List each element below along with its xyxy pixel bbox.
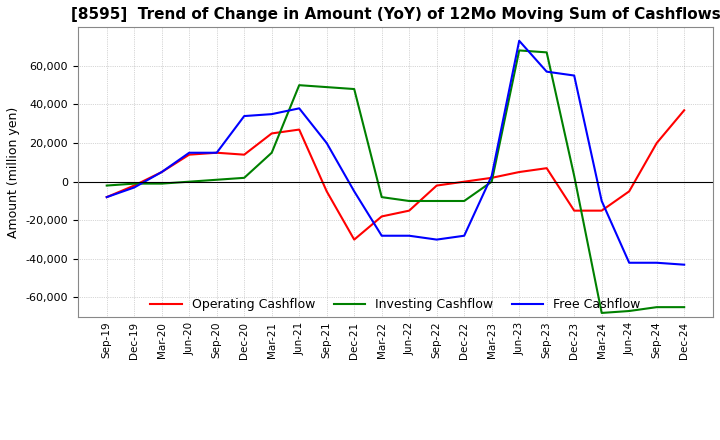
Free Cashflow [515, 38, 523, 44]
Operating Cashflow [460, 179, 469, 184]
Investing Cashflow [542, 50, 551, 55]
Operating Cashflow [130, 183, 138, 188]
Operating Cashflow [487, 175, 496, 180]
Operating Cashflow [652, 140, 661, 146]
Operating Cashflow [350, 237, 359, 242]
Investing Cashflow [240, 175, 248, 180]
Investing Cashflow [515, 48, 523, 53]
Free Cashflow [267, 111, 276, 117]
Free Cashflow [542, 69, 551, 74]
Investing Cashflow [460, 198, 469, 204]
Operating Cashflow [240, 152, 248, 158]
Free Cashflow [460, 233, 469, 238]
Free Cashflow [323, 140, 331, 146]
Operating Cashflow [542, 165, 551, 171]
Operating Cashflow [158, 169, 166, 175]
Operating Cashflow [185, 152, 194, 158]
Investing Cashflow [350, 86, 359, 92]
Investing Cashflow [433, 198, 441, 204]
Investing Cashflow [625, 308, 634, 314]
Free Cashflow [405, 233, 413, 238]
Operating Cashflow [433, 183, 441, 188]
Operating Cashflow [102, 194, 111, 200]
Free Cashflow [240, 114, 248, 119]
Free Cashflow [570, 73, 578, 78]
Operating Cashflow [323, 189, 331, 194]
Free Cashflow [625, 260, 634, 265]
Investing Cashflow [185, 179, 194, 184]
Investing Cashflow [377, 194, 386, 200]
Operating Cashflow [515, 169, 523, 175]
Investing Cashflow [267, 150, 276, 155]
Investing Cashflow [323, 84, 331, 90]
Free Cashflow [680, 262, 688, 268]
Operating Cashflow [377, 214, 386, 219]
Operating Cashflow [212, 150, 221, 155]
Investing Cashflow [295, 83, 304, 88]
Free Cashflow [598, 198, 606, 204]
Free Cashflow [295, 106, 304, 111]
Title: [8595]  Trend of Change in Amount (YoY) of 12Mo Moving Sum of Cashflows: [8595] Trend of Change in Amount (YoY) o… [71, 7, 720, 22]
Line: Investing Cashflow: Investing Cashflow [107, 51, 684, 313]
Line: Operating Cashflow: Operating Cashflow [107, 110, 684, 240]
Y-axis label: Amount (million yen): Amount (million yen) [7, 106, 20, 238]
Investing Cashflow [487, 179, 496, 184]
Free Cashflow [350, 189, 359, 194]
Investing Cashflow [130, 181, 138, 186]
Operating Cashflow [570, 208, 578, 213]
Free Cashflow [158, 169, 166, 175]
Investing Cashflow [158, 181, 166, 186]
Investing Cashflow [652, 304, 661, 310]
Legend: Operating Cashflow, Investing Cashflow, Free Cashflow: Operating Cashflow, Investing Cashflow, … [145, 293, 646, 316]
Free Cashflow [212, 150, 221, 155]
Free Cashflow [377, 233, 386, 238]
Operating Cashflow [267, 131, 276, 136]
Free Cashflow [102, 194, 111, 200]
Operating Cashflow [680, 108, 688, 113]
Investing Cashflow [212, 177, 221, 183]
Operating Cashflow [405, 208, 413, 213]
Investing Cashflow [680, 304, 688, 310]
Free Cashflow [130, 185, 138, 190]
Free Cashflow [652, 260, 661, 265]
Line: Free Cashflow: Free Cashflow [107, 41, 684, 265]
Operating Cashflow [295, 127, 304, 132]
Investing Cashflow [570, 173, 578, 179]
Free Cashflow [185, 150, 194, 155]
Free Cashflow [487, 173, 496, 179]
Investing Cashflow [598, 310, 606, 315]
Operating Cashflow [625, 189, 634, 194]
Investing Cashflow [102, 183, 111, 188]
Operating Cashflow [598, 208, 606, 213]
Free Cashflow [433, 237, 441, 242]
Investing Cashflow [405, 198, 413, 204]
